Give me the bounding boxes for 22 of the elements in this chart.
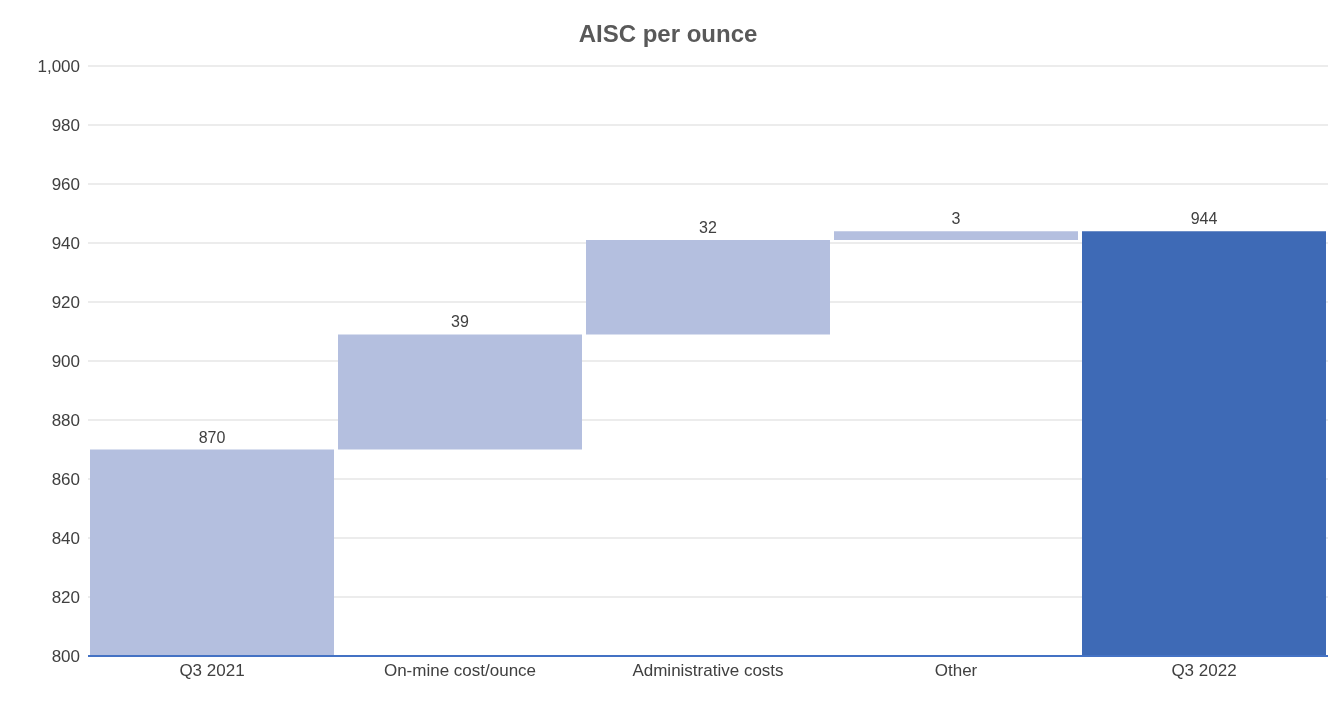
y-tick-label: 1,000 bbox=[37, 57, 80, 77]
data-label: 944 bbox=[1190, 210, 1218, 228]
x-tick-label: Other bbox=[934, 661, 978, 681]
y-tick-label: 960 bbox=[51, 175, 80, 195]
y-tick-label: 880 bbox=[51, 411, 80, 431]
data-label: 870 bbox=[198, 428, 226, 446]
data-label: 39 bbox=[451, 313, 469, 331]
y-tick-label: 860 bbox=[51, 470, 80, 490]
y-tick-label: 900 bbox=[51, 352, 80, 372]
y-tick-label: 820 bbox=[51, 588, 80, 608]
y-tick-label: 980 bbox=[51, 116, 80, 136]
chart-title: AISC per ounce bbox=[577, 20, 759, 48]
y-tick-label: 840 bbox=[51, 529, 80, 549]
x-tick-label: Q3 2021 bbox=[179, 661, 245, 681]
x-tick-label: Q3 2022 bbox=[1171, 661, 1237, 681]
data-label: 3 bbox=[951, 210, 961, 228]
y-tick-label: 800 bbox=[51, 647, 80, 667]
y-tick-label: 920 bbox=[51, 293, 80, 313]
x-tick-label: Administrative costs bbox=[632, 661, 784, 681]
y-tick-label: 940 bbox=[51, 234, 80, 254]
data-label: 32 bbox=[699, 219, 717, 237]
x-tick-label: On-mine cost/ounce bbox=[383, 661, 537, 681]
